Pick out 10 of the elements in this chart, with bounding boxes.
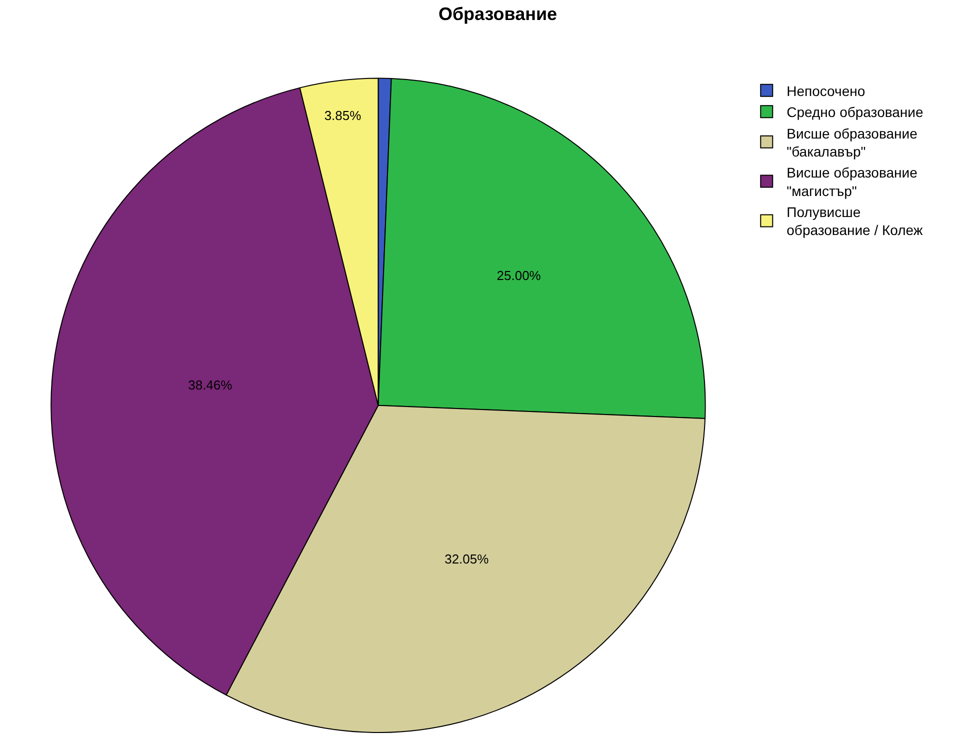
chart-title: Образование	[438, 4, 558, 24]
legend-label: Средно образование	[786, 104, 924, 120]
data-label: 3.85%	[324, 108, 362, 124]
data-label: 38.46%	[188, 378, 233, 393]
data-label: 25.00%	[496, 268, 542, 283]
legend-label: Непосочено	[786, 82, 866, 99]
legend-label: Висше образование "магистър"	[786, 164, 918, 199]
data-label: 32.05%	[444, 551, 490, 566]
legend-label: Висше образование "бакалавър"	[786, 125, 918, 160]
legend-label: Полувисше образование / Колеж	[786, 204, 924, 238]
